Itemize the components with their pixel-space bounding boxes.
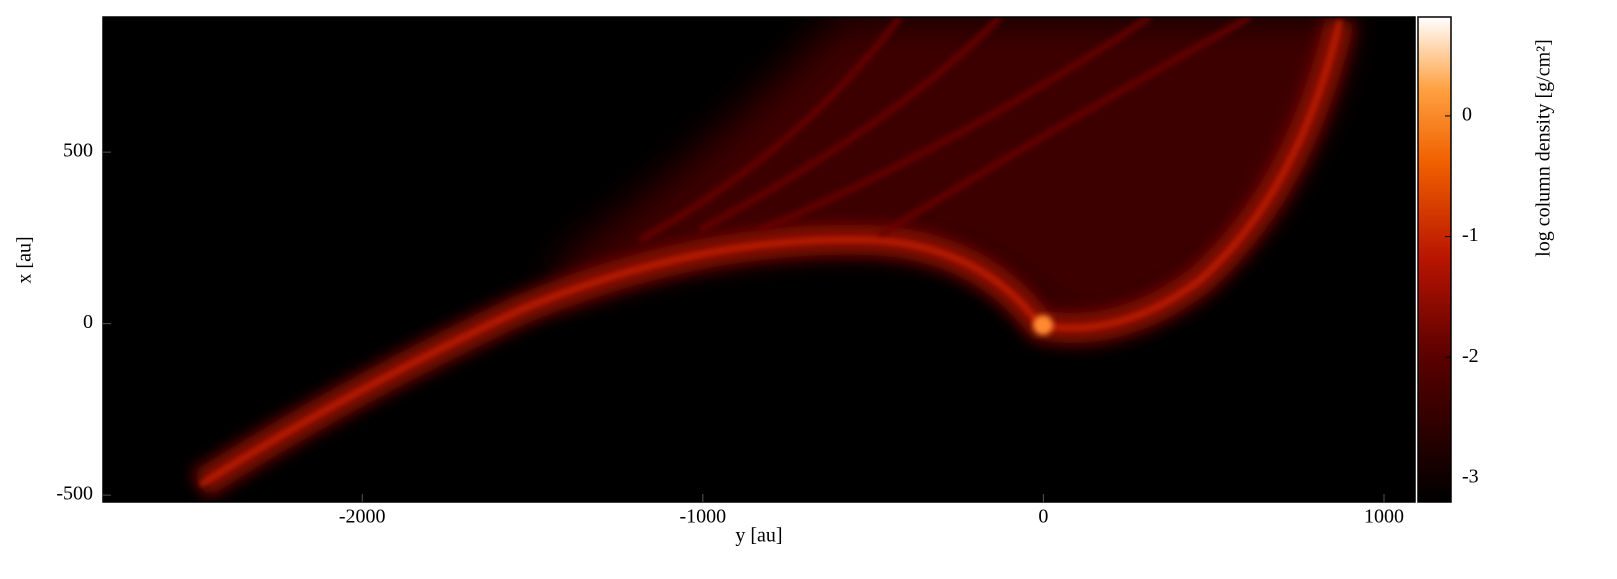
- colorbar-tick-label: 0: [1462, 104, 1472, 126]
- y-tick-label: 0: [83, 311, 93, 333]
- colorbar-tick-label: -1: [1462, 224, 1479, 246]
- x-tick-label: -1000: [679, 506, 726, 528]
- x-tick-label: 0: [1038, 506, 1048, 528]
- x-tick-label: -2000: [339, 506, 386, 528]
- x-axis-label: y [au]: [735, 525, 782, 547]
- colorbar-tick-label: -3: [1462, 465, 1479, 487]
- colorbar: [1417, 16, 1452, 503]
- plot-frame: [102, 16, 1416, 503]
- density-image: [103, 17, 1415, 502]
- y-axis-label: x [au]: [14, 236, 36, 283]
- colorbar-label: log column density [g/cm²]: [1533, 39, 1555, 257]
- colorbar-tick-label: -2: [1462, 345, 1479, 367]
- y-tick-label: -500: [56, 483, 93, 505]
- x-tick-label: 1000: [1364, 506, 1404, 528]
- y-tick-label: 500: [63, 140, 93, 162]
